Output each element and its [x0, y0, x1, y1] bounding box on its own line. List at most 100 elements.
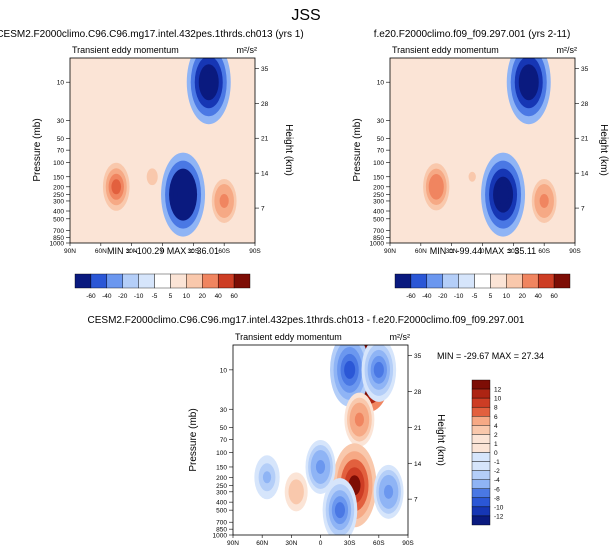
y-axis-label: Pressure (mb)	[188, 408, 199, 471]
y2-tick-label: 35	[261, 66, 269, 73]
x-tick-label: 60S	[538, 248, 550, 255]
x-tick-label: 60S	[218, 248, 230, 255]
y-axis-label: Pressure (mb)	[352, 118, 363, 181]
x-tick-label: 60N	[95, 248, 107, 255]
colorbar-label: 40	[215, 293, 223, 300]
x-tick-label: 30N	[446, 248, 458, 255]
colorbar-label: -60	[86, 293, 96, 300]
y2-axis-label: Height (km)	[435, 414, 446, 466]
y-tick-label: 200	[373, 184, 384, 191]
colorbar: -60 -40 -20 -10 -5 5 10 20 40 60	[394, 273, 571, 300]
contour-ring	[522, 72, 535, 93]
contour-ring	[539, 193, 549, 208]
contour-ring	[262, 471, 272, 484]
y-tick-label: 1000	[370, 241, 385, 248]
contour-ring	[177, 184, 190, 205]
colorbar-label: -20	[118, 293, 128, 300]
colorbar-swatch	[471, 497, 491, 508]
colorbar-swatch	[474, 273, 491, 289]
colorbar-label: -4	[494, 477, 500, 484]
x-tick-label: 0	[161, 248, 165, 255]
colorbar-swatch	[410, 273, 428, 289]
colorbar-label: -60	[406, 293, 416, 300]
y-tick-label: 70	[377, 148, 385, 155]
colorbar-swatch	[471, 515, 491, 526]
y-tick-label: 850	[53, 235, 64, 242]
colorbar-swatch	[122, 273, 139, 289]
units-label: m²/s²	[237, 45, 258, 55]
y-tick-label: 250	[373, 192, 384, 199]
x-tick-label: 90N	[64, 248, 76, 255]
colorbar-swatch	[442, 273, 459, 289]
y-tick-label: 150	[216, 464, 227, 471]
x-tick-label: 90S	[569, 248, 581, 255]
colorbar-swatch	[426, 273, 443, 289]
contour-ring	[497, 184, 510, 205]
y-tick-label: 100	[373, 160, 384, 167]
panel-title: CESM2.F2000climo.C96.C96.mg17.intel.432p…	[0, 29, 304, 40]
contour-ring	[344, 360, 356, 379]
units-label: m²/s²	[390, 332, 411, 342]
contour-ring	[315, 459, 326, 474]
y-tick-label: 30	[377, 118, 385, 125]
contour-ring	[202, 72, 215, 93]
colorbar-swatch	[506, 273, 523, 289]
colorbar-label: 0	[494, 450, 498, 457]
y-tick-label: 150	[53, 174, 64, 181]
colorbar: -60 -40 -20 -10 -5 5 10 20 40 60	[74, 273, 251, 300]
y-tick-label: 400	[373, 209, 384, 216]
y2-tick-label: 21	[581, 136, 589, 143]
colorbar-swatch	[458, 273, 475, 289]
colorbar-label: 1	[494, 441, 498, 448]
y-tick-label: 50	[220, 425, 228, 432]
colorbar-swatch	[394, 273, 412, 289]
colorbar-swatch	[138, 273, 155, 289]
contour-ring	[354, 412, 364, 427]
panel-subtitle: Transient eddy momentum	[72, 45, 179, 55]
colorbar-swatch	[154, 273, 171, 289]
y2-tick-label: 14	[261, 171, 269, 178]
y-tick-label: 500	[216, 508, 227, 515]
colorbar-swatch	[471, 488, 491, 499]
y2-tick-label: 28	[581, 101, 589, 108]
y2-tick-label: 7	[581, 206, 585, 213]
y2-tick-label: 21	[414, 425, 422, 432]
min-max-label: MIN = -29.67 MAX = 27.34	[437, 351, 544, 361]
colorbar-swatch	[217, 273, 235, 289]
colorbar-swatch	[186, 273, 203, 289]
units-label: m²/s²	[557, 45, 578, 55]
colorbar-label: -12	[494, 513, 504, 520]
x-tick-label: 60N	[256, 540, 268, 547]
y-tick-label: 250	[216, 483, 227, 490]
x-tick-label: 90S	[249, 248, 261, 255]
y-tick-label: 1000	[213, 533, 228, 540]
colorbar-swatch	[471, 416, 491, 426]
colorbar-label: 12	[494, 387, 502, 394]
y2-axis-label: Height (km)	[598, 124, 609, 176]
colorbar-label: 6	[494, 414, 498, 421]
min-max-label: MIN = -99.44 MAX = 35.11	[430, 246, 536, 256]
y-tick-label: 700	[53, 228, 64, 235]
x-tick-label: 90S	[402, 540, 414, 547]
y-tick-label: 100	[53, 160, 64, 167]
panel-difference: CESM2.F2000climo.C96.C96.mg17.intel.432p…	[88, 315, 545, 547]
y-tick-label: 30	[57, 118, 65, 125]
y-tick-label: 70	[220, 437, 228, 444]
y-tick-label: 850	[216, 527, 227, 534]
colorbar-label: 20	[199, 293, 207, 300]
colorbar-swatch	[537, 273, 555, 289]
panel-model: CESM2.F2000climo.C96.C96.mg17.intel.432p…	[0, 29, 304, 300]
colorbar-label: -10	[494, 504, 504, 511]
contour-ring	[383, 484, 394, 499]
y-tick-label: 1000	[50, 241, 65, 248]
colorbar-label: 10	[494, 396, 502, 403]
colorbar-swatch	[471, 461, 491, 471]
colorbar-swatch	[170, 273, 187, 289]
contour-ring	[334, 502, 346, 519]
colorbar-swatch	[471, 506, 491, 517]
colorbar-label: -10	[134, 293, 144, 300]
panel-subtitle: Transient eddy momentum	[235, 332, 342, 342]
colorbar-label: 60	[550, 293, 558, 300]
y2-tick-label: 21	[261, 136, 269, 143]
